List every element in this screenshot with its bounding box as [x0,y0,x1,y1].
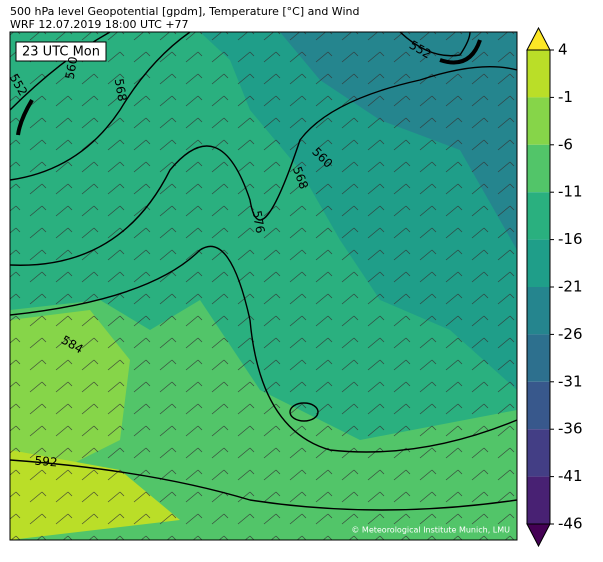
contour-label: 592 [34,454,58,470]
credit: © Meteorological Institute Munich, LMU [351,526,510,535]
colorbar-tick-label: -16 [558,230,583,248]
colorbar-band [527,97,550,145]
colorbar-band [527,429,550,477]
time-box [15,41,107,62]
colorbar-band [527,50,550,98]
colorbar-tick-label: -46 [558,515,583,533]
colorbar-tick-label: -6 [558,135,573,153]
low-contour [16,98,34,136]
colorbar-tick-label: -41 [558,467,583,485]
colorbar-under [526,523,551,548]
title-line-2: WRF 12.07.2019 18:00 UTC +77 [10,18,189,31]
colorbar-band [527,334,550,382]
time-label: 23 UTC Mon [22,45,100,60]
colorbar-band [527,192,550,240]
colorbar-tick-label: 4 [558,41,568,59]
contour-label: 560 [63,55,81,80]
colorbar-over [526,26,551,51]
contour-label: 576 [250,209,268,234]
map [10,32,517,540]
map-frame [9,31,518,541]
colorbar-tick-label: -36 [558,420,583,438]
low-contour [439,39,482,65]
colorbar-tick-label: -1 [558,88,573,106]
colorbar-band [527,476,550,524]
colorbar-tick-label: -26 [558,325,583,343]
title-line-1: 500 hPa level Geopotential [gpdm], Tempe… [10,5,359,18]
contours [10,32,517,511]
colorbar-tick-label: -31 [558,372,583,390]
colorbar-tick-label: -11 [558,183,583,201]
colorbar-band [527,239,550,287]
colorbar-band [527,287,550,335]
wind-barbs [10,32,517,540]
contour-label: 568 [112,77,130,102]
colorbar-band [527,144,550,193]
colorbar-tick-label: -21 [558,278,583,296]
colorbar-band [527,381,550,430]
